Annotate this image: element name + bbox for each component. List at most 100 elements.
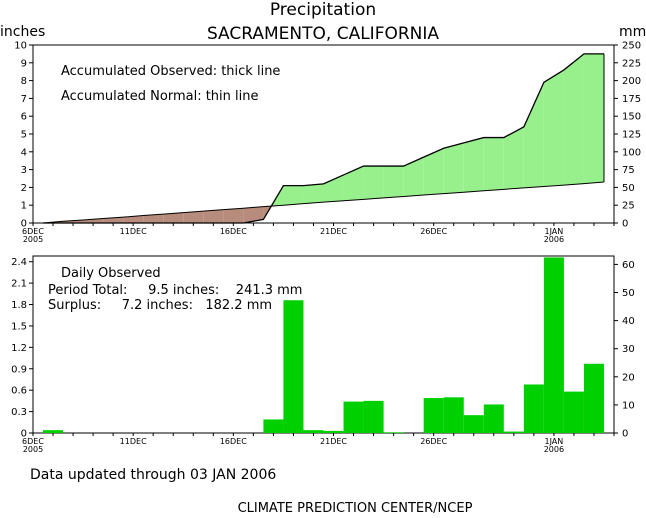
top-y2-tick-label: 75 <box>622 165 635 176</box>
top-x-tick-label: 21DEC <box>320 227 347 236</box>
bottom-y-tick-label: 1.8 <box>11 300 27 311</box>
top-right-unit: mm <box>619 24 646 40</box>
top-y-tick-label: 7 <box>21 94 27 105</box>
top-y2-tick-label: 225 <box>622 58 641 69</box>
daily-bar <box>443 397 464 433</box>
accumulated-panel: 0123456789100255075100125150175200225250… <box>14 41 641 245</box>
bottom-x-tick-sublabel: 2006 <box>544 445 564 454</box>
daily-panel: 0 0.3 0.6 0.9 1.2 1.5 1.8 2.1 2.4 0 10 20 30 40 50 60 6D… <box>11 255 635 454</box>
chart-subtitle: SACRAMENTO, CALIFORNIA <box>207 24 439 44</box>
daily-bar <box>43 430 64 433</box>
top-y2-tick-label: 150 <box>622 112 641 123</box>
top-y2-tick-label: 175 <box>622 94 641 105</box>
top-y-tick-label: 9 <box>21 58 27 69</box>
top-y2-tick-label: 0 <box>622 219 628 230</box>
bottom-y2-tick-label: 20 <box>622 372 635 383</box>
daily-bar <box>543 257 564 433</box>
bottom-y-tick-label: 2.4 <box>11 257 27 268</box>
top-y-tick-label: 5 <box>21 130 27 141</box>
surplus-area <box>303 183 324 204</box>
bottom-y-tick-label: 0 <box>21 429 27 440</box>
daily-bar <box>363 400 384 433</box>
surplus-area <box>283 185 304 206</box>
bottom-x-tick-label: 1JAN <box>545 437 564 446</box>
bottom-x-tick-label: 6DEC <box>22 437 44 446</box>
surplus-area <box>423 148 444 196</box>
bottom-x-tick-label: 26DEC <box>420 437 447 446</box>
footer-credit: CLIMATE PREDICTION CENTER/NCEP <box>238 501 473 516</box>
bottom-y2-tick-label: 40 <box>622 316 635 327</box>
bottom-note-total: Period Total: 9.5 inches: 241.3 mm <box>48 283 302 298</box>
daily-bar <box>483 404 504 433</box>
bottom-y-tick-label: 1.2 <box>11 343 27 354</box>
top-y-tick-label: 1 <box>21 201 27 212</box>
daily-bar <box>383 432 404 433</box>
top-y-tick-label: 0 <box>21 219 27 230</box>
top-y-tick-label: 6 <box>21 112 27 123</box>
daily-bar <box>423 398 444 433</box>
deficit-area <box>183 211 204 223</box>
daily-bar <box>523 384 544 433</box>
top-y2-tick-label: 50 <box>622 183 635 194</box>
bottom-y2-tick-label: 30 <box>622 344 635 355</box>
top-y2-tick-label: 100 <box>622 147 641 158</box>
bottom-y-tick-label: 2.1 <box>11 279 27 290</box>
daily-bar <box>283 300 304 433</box>
surplus-area <box>343 166 364 201</box>
daily-bar <box>563 391 584 433</box>
deficit-area <box>203 209 224 223</box>
top-x-tick-label: 1JAN <box>545 227 564 236</box>
daily-bar <box>583 363 604 433</box>
bottom-y-tick-label: 0.9 <box>11 364 27 375</box>
chart-title: Precipitation <box>270 0 376 20</box>
daily-bar <box>463 415 484 433</box>
series-line-accumulated-normal <box>42 181 605 224</box>
bottom-note-daily: Daily Observed <box>61 266 161 281</box>
top-y-tick-label: 2 <box>21 183 27 194</box>
surplus-area <box>383 166 404 198</box>
deficit-area <box>163 212 184 223</box>
surplus-area <box>503 126 524 190</box>
surplus-area <box>543 69 564 187</box>
surplus-area <box>583 53 604 184</box>
deficit-area <box>223 208 244 223</box>
daily-bar <box>503 431 524 433</box>
top-y-tick-label: 10 <box>14 41 27 52</box>
top-x-tick-label: 16DEC <box>220 227 247 236</box>
bottom-y-tick-label: 0.6 <box>11 386 27 397</box>
daily-bar <box>263 419 284 433</box>
top-y2-tick-label: 200 <box>622 76 641 87</box>
bottom-x-tick-label: 11DEC <box>120 437 147 446</box>
bottom-y-tick-label: 1.5 <box>11 321 27 332</box>
bottom-y-tick-label: 0.3 <box>11 407 27 418</box>
top-y-tick-label: 8 <box>21 76 27 87</box>
surplus-area <box>363 166 384 200</box>
footer-updated: Data updated through 03 JAN 2006 <box>30 467 276 483</box>
top-note-observed: Accumulated Observed: thick line <box>61 64 280 79</box>
bottom-y2-tick-label: 60 <box>622 260 635 271</box>
deficit-area <box>143 214 164 223</box>
bottom-x-tick-sublabel: 2005 <box>23 445 43 454</box>
surplus-area <box>563 53 584 186</box>
top-x-tick-label: 11DEC <box>120 227 147 236</box>
deficit-area <box>243 206 264 223</box>
bottom-y2-tick-label: 50 <box>622 288 635 299</box>
bottom-x-tick-label: 21DEC <box>320 437 347 446</box>
bottom-note-surplus: Surplus: 7.2 inches: 182.2 mm <box>48 298 272 313</box>
top-y2-tick-label: 250 <box>622 41 641 52</box>
surplus-area <box>403 157 424 197</box>
top-x-tick-label: 26DEC <box>420 227 447 236</box>
bottom-x-tick-label: 16DEC <box>220 437 247 446</box>
deficit-area <box>123 215 144 223</box>
top-x-tick-label: 6DEC <box>22 227 44 236</box>
daily-bar <box>323 430 344 433</box>
bottom-y2-tick-label: 10 <box>622 400 635 411</box>
top-y-tick-label: 4 <box>21 147 27 158</box>
bottom-y2-tick-label: 0 <box>622 429 628 440</box>
top-x-tick-sublabel: 2005 <box>23 235 43 244</box>
daily-bar <box>343 401 364 433</box>
top-note-normal: Accumulated Normal: thin line <box>61 89 259 104</box>
top-y2-tick-label: 25 <box>622 201 635 212</box>
top-left-unit: inches <box>0 24 45 40</box>
series-line-accumulated-observed <box>43 53 604 224</box>
